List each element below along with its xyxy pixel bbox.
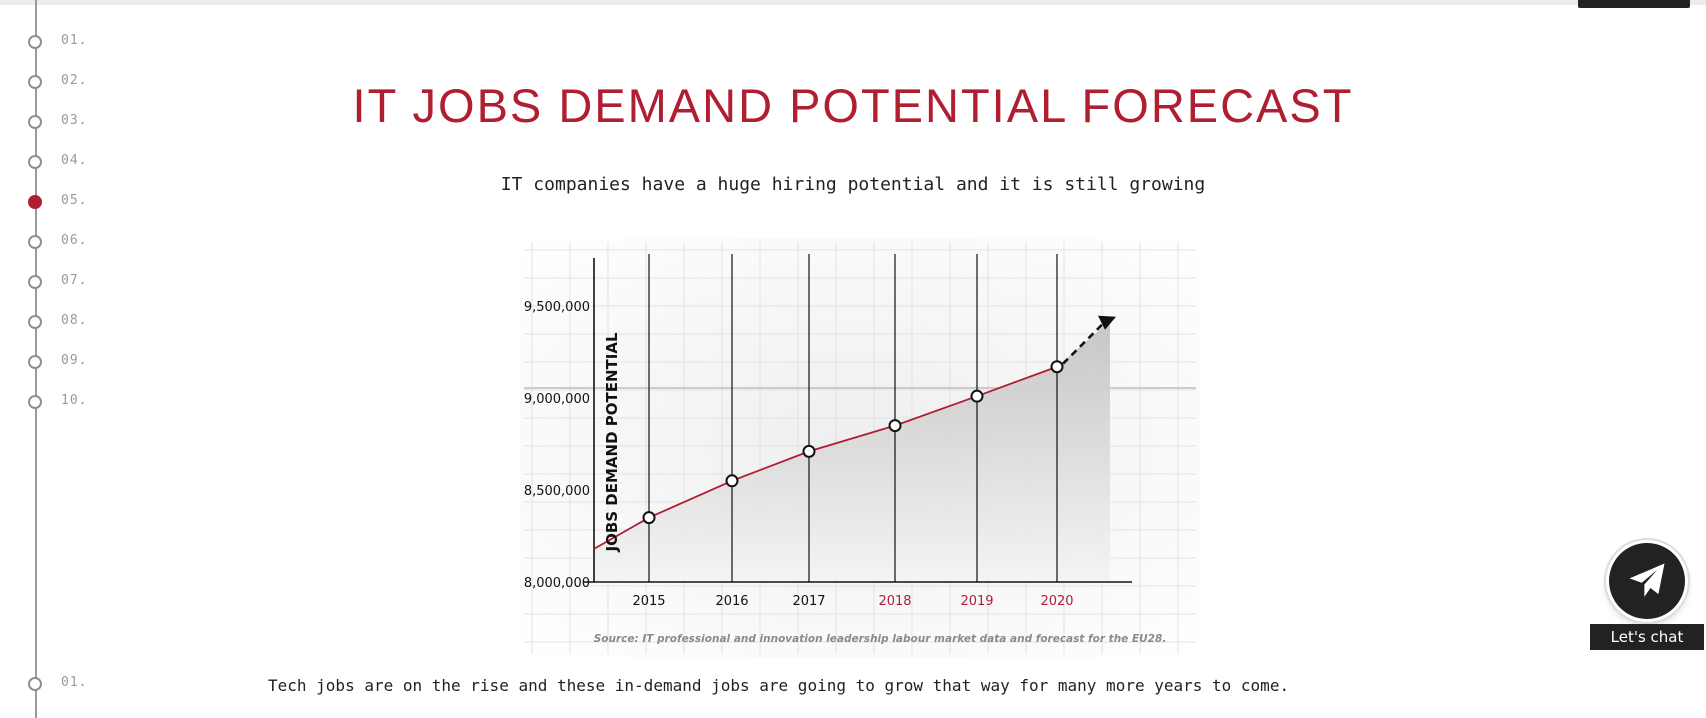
body-text: Tech jobs are on the rise and these in-d… (268, 676, 1290, 695)
nav-dot-01[interactable] (28, 35, 42, 49)
chart-series-layer (593, 315, 1116, 550)
nav-dot-06[interactable] (28, 235, 42, 249)
chart-year-lines (648, 254, 1058, 582)
paper-plane-icon (1629, 563, 1665, 597)
x-tick-label: 2015 (632, 594, 665, 609)
nav-label-05[interactable]: 05. (61, 193, 88, 208)
chat-label[interactable]: Let's chat (1590, 624, 1704, 650)
x-tick-label: 2019 (960, 594, 993, 609)
trend-arrow-head (1098, 315, 1116, 330)
nav-dot-03[interactable] (28, 115, 42, 129)
data-point-2017 (802, 444, 816, 458)
nav-dot-09[interactable] (28, 355, 42, 369)
x-tick-label: 2017 (792, 594, 825, 609)
chart-axes (584, 258, 1132, 583)
nav-label-01[interactable]: 01. (61, 33, 88, 48)
chat-button[interactable] (1609, 543, 1685, 619)
nav-label-08[interactable]: 08. (61, 313, 88, 328)
x-tick-label: 2020 (1040, 594, 1073, 609)
nav-label-07[interactable]: 07. (61, 273, 88, 288)
chart-source: Source: IT professional and innovation l… (594, 633, 1167, 645)
chart-labels: 8,000,000 8,500,000 9,000,000 9,500,000 2015… (524, 300, 1166, 645)
nav-label-04[interactable]: 04. (61, 153, 88, 168)
nav-label-10[interactable]: 10. (61, 393, 88, 408)
nav-label-09[interactable]: 09. (61, 353, 88, 368)
y-tick-label: 8,500,000 (524, 484, 590, 499)
y-tick-label: 8,000,000 (524, 576, 590, 591)
y-tick-label: 9,000,000 (524, 392, 590, 407)
nav-dot-10[interactable] (28, 395, 42, 409)
data-point-2020 (1050, 360, 1064, 374)
nav-dot-08[interactable] (28, 315, 42, 329)
page-title: IT JOBS DEMAND POTENTIAL FORECAST (352, 79, 1354, 132)
data-point-2016 (725, 474, 739, 488)
top-bar-tab[interactable] (1578, 0, 1690, 8)
nav-dot-04[interactable] (28, 155, 42, 169)
nav-label-02[interactable]: 02. (61, 73, 88, 88)
nav-label-next-section[interactable]: 01. (61, 675, 88, 690)
page-subtitle: IT companies have a huge hiring potentia… (500, 174, 1206, 195)
nav-label-03[interactable]: 03. (61, 113, 88, 128)
y-tick-label: 9,500,000 (524, 300, 590, 315)
chart-svg: 8,000,000 8,500,000 9,000,000 9,500,000 2015… (520, 238, 1200, 658)
nav-dot-05[interactable] (28, 195, 42, 209)
chart: 8,000,000 8,500,000 9,000,000 9,500,000 2015… (510, 230, 1210, 665)
trend-arrow-line (1062, 323, 1103, 365)
nav-label-06[interactable]: 06. (61, 233, 88, 248)
chart-area-layer (594, 320, 1110, 582)
data-point-2015 (642, 511, 656, 525)
y-axis-label: JOBS DEMAND POTENTIAL (603, 332, 621, 552)
nav-dot-07[interactable] (28, 275, 42, 289)
top-bar (0, 0, 1706, 5)
data-point-2018 (888, 419, 902, 433)
chart-area (594, 320, 1110, 582)
x-tick-label: 2016 (715, 594, 748, 609)
data-point-2019 (970, 389, 984, 403)
nav-dot-next-section[interactable] (28, 677, 42, 691)
x-tick-label: 2018 (878, 594, 911, 609)
nav-dot-02[interactable] (28, 75, 42, 89)
